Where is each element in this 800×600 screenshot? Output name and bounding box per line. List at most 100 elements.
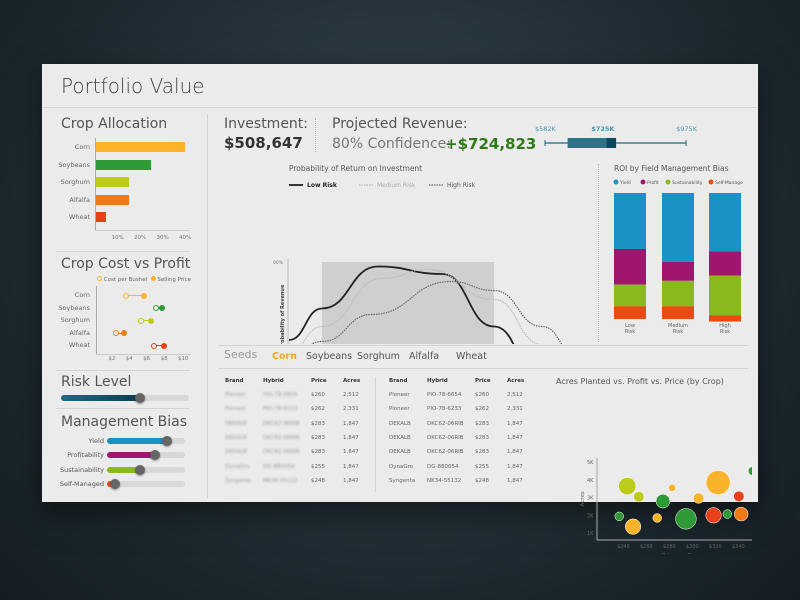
bias-handle[interactable]	[134, 464, 145, 475]
y-tick: 5K	[587, 460, 594, 466]
tab-soybeans[interactable]: Soybeans	[306, 351, 353, 362]
table-cell: $260	[311, 392, 325, 398]
stacked-bar-segment	[614, 284, 646, 307]
legend-swatch	[613, 179, 619, 185]
table-cell: NK34-55132	[427, 477, 462, 484]
table-cell: Pioneer	[389, 392, 410, 398]
boxplot-max-label: $975K	[676, 125, 698, 133]
y-axis-label: Probability of Revenue	[280, 284, 286, 344]
table-cell: 2,331	[507, 406, 523, 413]
stacked-bar-segment	[709, 193, 741, 252]
table-cell: Pioneer	[225, 406, 246, 413]
crop-label: Soybeans	[58, 160, 90, 169]
table-cell: PIO-78-6654	[427, 392, 462, 398]
confidence-label: 80% Confidence:	[332, 136, 451, 152]
column-header: Price	[311, 378, 327, 384]
table-cell: DEKALB	[225, 434, 247, 441]
page-title: Portfolio Value	[61, 74, 205, 98]
table-cell: 1,847	[343, 477, 359, 484]
legend-label: Yield	[619, 180, 631, 186]
x-tick: $340	[732, 544, 745, 550]
table-cell: $248	[311, 477, 325, 484]
bias-slider-sustainability[interactable]	[107, 464, 185, 475]
table-cell: DKC62-06RIB	[263, 449, 300, 456]
investment-value: $508,647	[224, 134, 303, 152]
cost-legend-marker	[97, 276, 102, 281]
table-cell: DKC62-06RIB	[427, 449, 464, 456]
table-cell: $262	[311, 406, 325, 413]
table-cell: DynaGro	[225, 463, 250, 470]
crop-label: Sorghum	[60, 178, 90, 186]
x-tick: $320	[709, 544, 722, 550]
crop-label: Alfalfa	[69, 328, 90, 337]
column-header: Acres	[507, 378, 525, 384]
legend-label: Medium Risk	[377, 182, 416, 189]
stacked-bar-segment	[662, 280, 694, 307]
crop-label: Wheat	[68, 213, 90, 221]
bubble	[733, 506, 749, 522]
column-header: Hybrid	[427, 378, 448, 384]
management-bias-title: Management Bias	[61, 414, 188, 430]
bubble	[625, 518, 642, 535]
bias-slider-self-managed[interactable]	[107, 478, 185, 489]
cost-marker	[113, 330, 119, 336]
table-cell: DG-880054	[427, 463, 459, 470]
bubble	[652, 513, 662, 523]
divider	[42, 107, 758, 108]
bias-slider-profitability[interactable]	[107, 450, 185, 461]
tab-alfalfa[interactable]: Alfalfa	[409, 351, 440, 362]
risk-level-slider[interactable]	[61, 393, 189, 403]
series-line-high-risk	[310, 280, 563, 344]
cost-marker	[153, 305, 160, 311]
risk-level-title: Risk Level	[61, 374, 132, 390]
axis-tick: $8	[160, 356, 168, 362]
bubble	[675, 508, 697, 530]
table-cell: $283	[311, 420, 325, 427]
bubble	[668, 484, 676, 492]
bubble	[633, 491, 645, 503]
table-cell: $283	[475, 420, 489, 427]
tab-corn[interactable]: Corn	[272, 351, 297, 362]
x-tick: $240	[617, 544, 630, 550]
cost-price-connector	[156, 307, 163, 309]
crop-cost-title: Crop Cost vs Profit	[61, 256, 191, 272]
table-cell: DynaGro	[389, 463, 414, 470]
table-cell: PIO-78-6233	[263, 406, 298, 413]
boxplot-lower-box	[567, 138, 607, 148]
column-header: Brand	[389, 378, 408, 384]
axis-tick: 30%	[156, 235, 169, 241]
crop-label: Corn	[74, 291, 90, 299]
axis	[96, 354, 191, 355]
table-cell: $255	[475, 463, 489, 470]
axis-tick: 20%	[134, 235, 147, 241]
projected-revenue-label: Projected Revenue:	[332, 116, 468, 132]
table-cell: $248	[475, 477, 489, 484]
stacked-bar-segment	[614, 306, 646, 319]
table-cell: Syngenta	[225, 477, 252, 484]
risk-level-handle[interactable]	[135, 393, 146, 403]
tab-wheat[interactable]: Wheat	[456, 351, 487, 362]
bubble	[614, 511, 624, 522]
boxplot-min-label: $582K	[535, 125, 557, 133]
bias-handle[interactable]	[162, 436, 173, 446]
y-tick: 3K	[587, 496, 594, 502]
table-cell: DKC62-06RIB	[263, 420, 300, 427]
category-label: Risk	[625, 329, 635, 335]
series-line-low-risk	[288, 265, 515, 344]
crop-bar	[95, 212, 107, 222]
tab-sorghum[interactable]: Sorghum	[357, 351, 400, 362]
cost-marker	[138, 317, 145, 324]
table-cell: 2,512	[343, 392, 359, 398]
y-axis-label: Acres	[580, 491, 586, 506]
crop-bar	[95, 142, 185, 152]
price-legend-marker	[150, 276, 156, 281]
table-cell: $260	[475, 392, 489, 398]
bias-handle[interactable]	[150, 450, 161, 461]
bias-handle[interactable]	[109, 478, 120, 489]
crop-bar	[95, 194, 129, 205]
table-cell: Pioneer	[225, 392, 246, 398]
bias-slider-yield[interactable]	[107, 436, 185, 446]
price-legend-label: Selling Price	[157, 277, 191, 283]
confidence-band	[322, 262, 494, 344]
price-marker	[120, 330, 127, 336]
